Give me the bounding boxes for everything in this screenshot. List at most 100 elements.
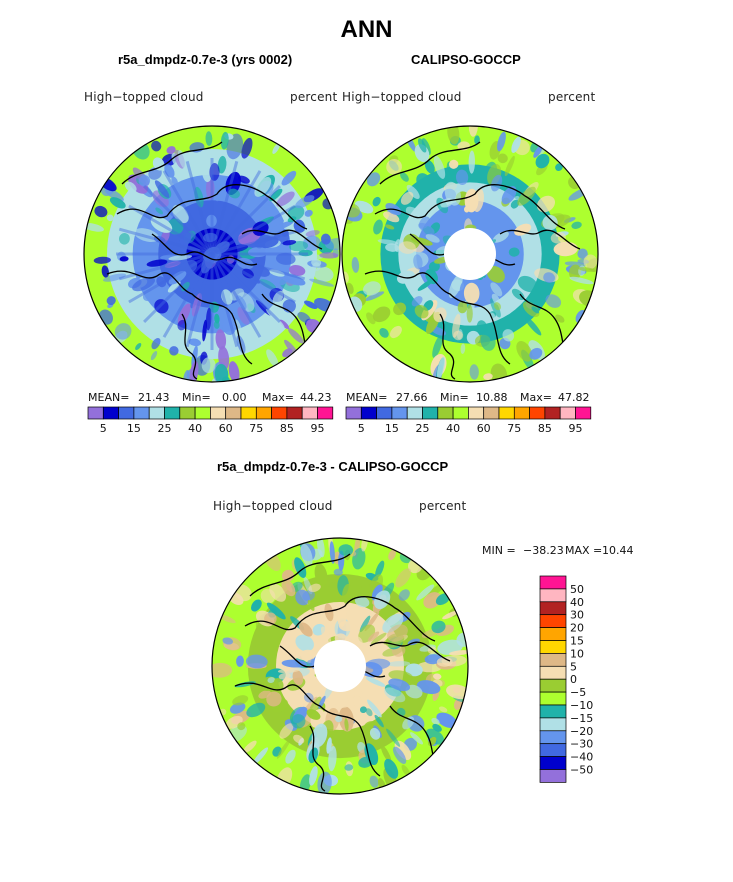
colorbar-swatch [539, 665, 567, 680]
colorbar-swatch [539, 743, 567, 757]
colorbar-swatch [194, 406, 211, 420]
colorbar-tick-label: 5 [100, 422, 107, 435]
colorbar-tick-label: 95 [569, 422, 583, 435]
colorbar-swatch [539, 640, 567, 654]
colorbar-tick-label: −50 [570, 764, 593, 777]
colorbar-tick-label: 40 [188, 422, 202, 435]
colorbar-tick-label: 60 [219, 422, 233, 435]
panel2-mean-label: MEAN= [346, 391, 388, 404]
colorbar-tick-label: −5 [570, 686, 586, 699]
colorbar-swatch [286, 406, 303, 420]
panel2-min-label: Min= [440, 391, 469, 404]
colorbar-swatch [539, 704, 567, 719]
colorbar-swatch [271, 406, 288, 420]
colorbar-swatch [539, 769, 567, 783]
colorbar-swatch [406, 406, 423, 420]
colorbar-tick-label: 25 [416, 422, 430, 435]
colorbar-swatch [513, 406, 530, 420]
panel1-title: r5a_dmpdz-0.7e-3 (yrs 0002) [118, 52, 293, 67]
colorbar-swatch [539, 588, 567, 603]
panel2-mean-value: 27.66 [396, 391, 428, 404]
colorbar-tick-label: 10 [570, 647, 584, 660]
colorbar-swatch [391, 406, 408, 420]
panel3-min-label: MIN = [482, 544, 516, 557]
colorbar-tick-label: 40 [446, 422, 460, 435]
polar-map-1 [83, 125, 341, 383]
panel3-max-value: 10.44 [602, 544, 634, 557]
colorbar-swatch [240, 406, 257, 420]
panel1-min-value: 0.00 [222, 391, 247, 404]
colorbar-swatch [301, 406, 318, 420]
colorbar-swatch [498, 406, 515, 420]
panel3-min-value: −38.23 [523, 544, 564, 557]
colorbar-tick-label: 0 [570, 673, 577, 686]
panel1-units-label: percent [290, 90, 338, 104]
colorbar-swatch [575, 406, 592, 420]
colorbar-swatch [483, 406, 500, 420]
panel3-title: r5a_dmpdz-0.7e-3 - CALIPSO-GOCCP [217, 459, 449, 474]
colorbar-swatch [225, 406, 242, 420]
colorbar-swatch [422, 406, 439, 420]
panel2-title: CALIPSO-GOCCP [411, 52, 521, 67]
colorbar-tick-label: 85 [280, 422, 294, 435]
colorbar-swatch [148, 406, 165, 420]
polar-map-3 [211, 537, 469, 795]
colorbar-swatch [317, 406, 334, 420]
polar-map-2 [341, 125, 599, 383]
panel2-max-label: Max= [520, 391, 552, 404]
panel3-units-label: percent [419, 499, 467, 513]
colorbar-swatch [539, 575, 567, 590]
colorbar-swatch [345, 406, 362, 420]
colorbar-tick-label: 50 [570, 583, 584, 596]
panel3-variable-label: High−topped cloud [213, 499, 333, 513]
colorbar-tick-label: 15 [385, 422, 399, 435]
panel3-max-label: MAX = [565, 544, 603, 557]
colorbar-swatch [133, 406, 150, 420]
colorbar-swatch [437, 406, 454, 420]
panel2-variable-label: High−topped cloud [342, 90, 462, 104]
colorbar-tick-label: −30 [570, 738, 593, 751]
colorbar-swatch [539, 678, 567, 693]
colorbar-swatch [360, 406, 377, 420]
colorbar-tick-label: 75 [249, 422, 263, 435]
colorbar-tick-label: −10 [570, 699, 593, 712]
colorbar-swatch [529, 406, 546, 420]
panel1-max-label: Max= [262, 391, 294, 404]
colorbar-swatch [87, 406, 104, 420]
panel1-variable-label: High−topped cloud [84, 90, 204, 104]
colorbar-swatch [539, 717, 567, 732]
colorbar-tick-label: 15 [570, 635, 584, 648]
colorbar-tick-label: 25 [158, 422, 172, 435]
panel1-mean-value: 21.43 [138, 391, 170, 404]
colorbar-swatch [179, 406, 196, 420]
colorbar-tick-label: −20 [570, 725, 593, 738]
colorbar-tick-label: 60 [477, 422, 491, 435]
colorbar-swatch [452, 406, 469, 420]
colorbar-tick-label: 5 [570, 660, 577, 673]
colorbar-tick-label: 95 [311, 422, 325, 435]
colorbar-panel-1: 5 15 25 40 60 75 85 95 [87, 406, 334, 435]
colorbar-swatch [376, 406, 393, 420]
colorbar-swatch [539, 653, 567, 667]
colorbar-tick-label: 15 [127, 422, 141, 435]
colorbar-swatch [544, 406, 561, 420]
colorbar-swatch [539, 627, 567, 641]
colorbar-tick-label: 85 [538, 422, 552, 435]
panel2-max-value: 47.82 [558, 391, 590, 404]
colorbar-swatch [539, 730, 567, 745]
colorbar-tick-label: −15 [570, 712, 593, 725]
colorbar-tick-label: 5 [358, 422, 365, 435]
panel1-mean-label: MEAN= [88, 391, 130, 404]
colorbar-swatch [539, 756, 567, 770]
colorbar-tick-label: −40 [570, 751, 593, 764]
colorbar-tick-label: 40 [570, 596, 584, 609]
page-title: ANN [340, 16, 393, 43]
colorbar-swatch [539, 614, 567, 628]
colorbar-tick-label: 75 [507, 422, 521, 435]
colorbar-swatch [539, 691, 567, 706]
colorbar-swatch [164, 406, 181, 420]
colorbar-swatch [102, 406, 119, 420]
colorbar-swatch [255, 406, 272, 420]
